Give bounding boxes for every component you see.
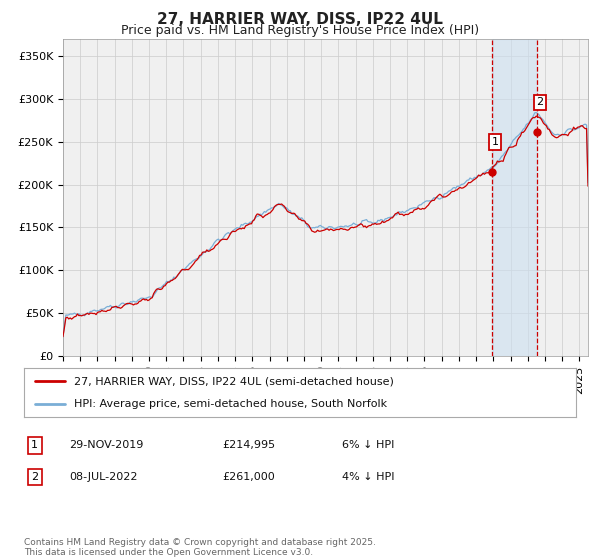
Text: Contains HM Land Registry data © Crown copyright and database right 2025.
This d: Contains HM Land Registry data © Crown c… xyxy=(24,538,376,557)
Bar xyxy=(492,39,537,356)
Text: 1: 1 xyxy=(31,440,38,450)
Text: HPI: Average price, semi-detached house, South Norfolk: HPI: Average price, semi-detached house,… xyxy=(74,399,387,409)
Text: 27, HARRIER WAY, DISS, IP22 4UL: 27, HARRIER WAY, DISS, IP22 4UL xyxy=(157,12,443,27)
Text: 2: 2 xyxy=(31,472,38,482)
Text: 2: 2 xyxy=(536,97,544,108)
Text: 27, HARRIER WAY, DISS, IP22 4UL (semi-detached house): 27, HARRIER WAY, DISS, IP22 4UL (semi-de… xyxy=(74,376,394,386)
Text: £214,995: £214,995 xyxy=(222,440,275,450)
Text: £261,000: £261,000 xyxy=(222,472,275,482)
Text: Price paid vs. HM Land Registry's House Price Index (HPI): Price paid vs. HM Land Registry's House … xyxy=(121,24,479,36)
Text: 08-JUL-2022: 08-JUL-2022 xyxy=(69,472,137,482)
Text: 1: 1 xyxy=(492,137,499,147)
Text: 29-NOV-2019: 29-NOV-2019 xyxy=(69,440,143,450)
Text: 6% ↓ HPI: 6% ↓ HPI xyxy=(342,440,394,450)
Text: 4% ↓ HPI: 4% ↓ HPI xyxy=(342,472,395,482)
